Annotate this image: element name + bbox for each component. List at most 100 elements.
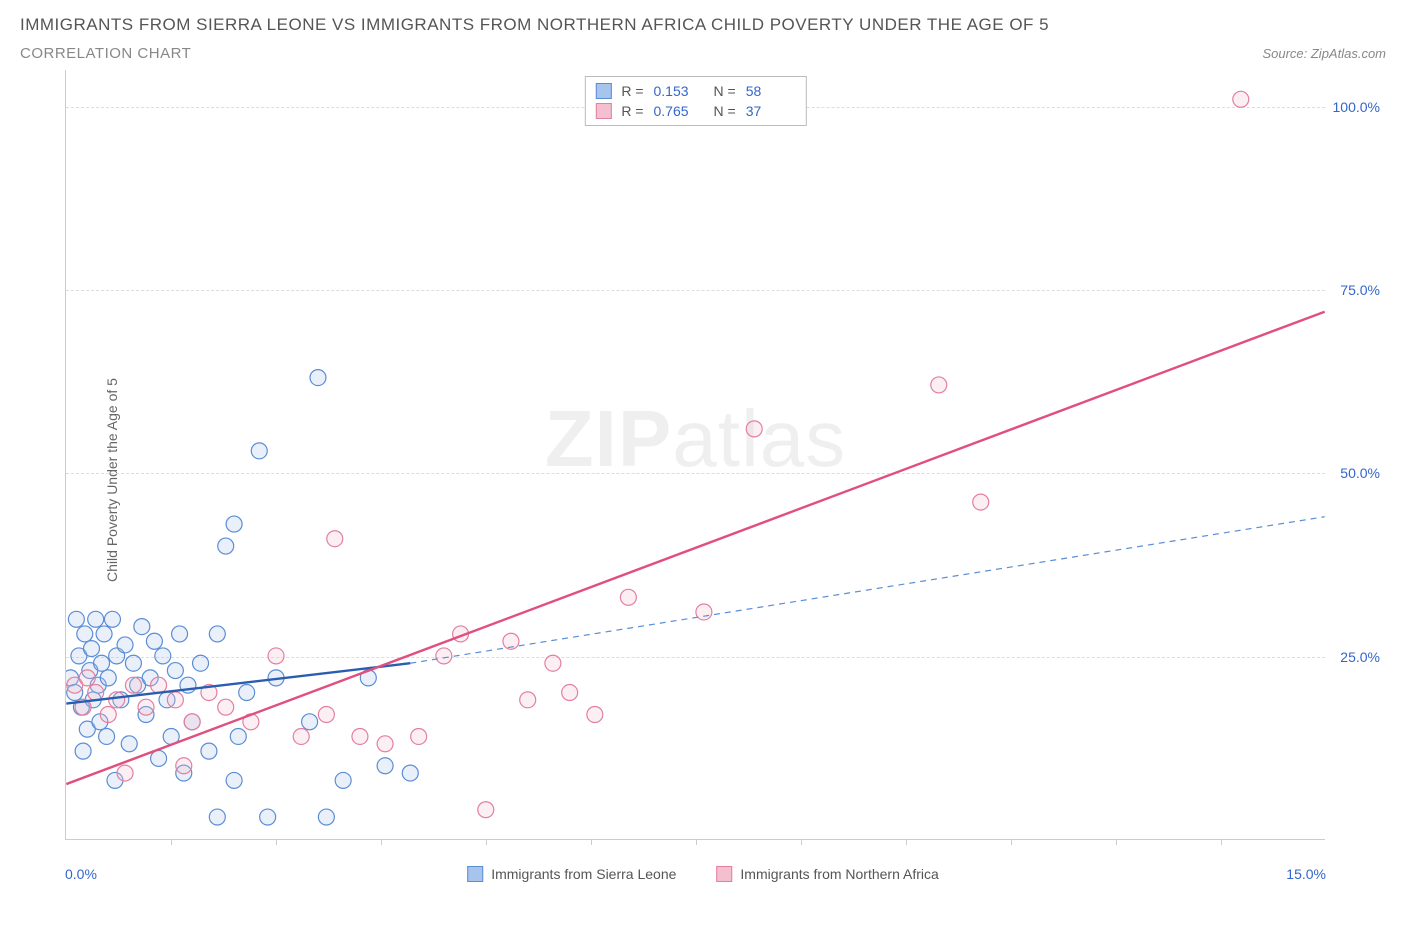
swatch-series-1 bbox=[467, 866, 483, 882]
data-point bbox=[121, 736, 137, 752]
data-point bbox=[117, 637, 133, 653]
data-point bbox=[88, 611, 104, 627]
data-point bbox=[176, 758, 192, 774]
data-point bbox=[68, 611, 84, 627]
data-point bbox=[99, 728, 115, 744]
data-point bbox=[79, 670, 95, 686]
data-point bbox=[167, 663, 183, 679]
data-point bbox=[352, 728, 368, 744]
source-attribution: Source: ZipAtlas.com bbox=[1262, 46, 1386, 61]
stat-r-value-2: 0.765 bbox=[654, 103, 704, 119]
stat-r-label: R = bbox=[621, 83, 643, 99]
data-point bbox=[146, 633, 162, 649]
data-point bbox=[167, 692, 183, 708]
data-point bbox=[302, 714, 318, 730]
trend-line bbox=[410, 517, 1324, 663]
data-point bbox=[377, 758, 393, 774]
y-tick-label: 25.0% bbox=[1340, 649, 1380, 665]
data-point bbox=[77, 626, 93, 642]
chart-container: Child Poverty Under the Age of 5 R = 0.1… bbox=[20, 70, 1386, 890]
x-tick bbox=[486, 839, 487, 845]
data-point bbox=[973, 494, 989, 510]
correlation-legend: R = 0.153 N = 58 R = 0.765 N = 37 bbox=[584, 76, 806, 126]
data-point bbox=[88, 685, 104, 701]
data-point bbox=[377, 736, 393, 752]
swatch-series-2 bbox=[716, 866, 732, 882]
legend-label-1: Immigrants from Sierra Leone bbox=[491, 866, 676, 882]
x-tick bbox=[1221, 839, 1222, 845]
data-point bbox=[100, 707, 116, 723]
data-point bbox=[327, 531, 343, 547]
x-tick bbox=[801, 839, 802, 845]
data-point bbox=[478, 802, 494, 818]
data-point bbox=[155, 648, 171, 664]
data-point bbox=[94, 655, 110, 671]
data-point bbox=[230, 728, 246, 744]
data-point bbox=[125, 677, 141, 693]
data-point bbox=[260, 809, 276, 825]
data-point bbox=[520, 692, 536, 708]
stat-n-value-2: 37 bbox=[746, 103, 796, 119]
swatch-series-2 bbox=[595, 103, 611, 119]
trend-line bbox=[66, 312, 1324, 784]
data-point bbox=[562, 685, 578, 701]
data-point bbox=[226, 516, 242, 532]
legend-row-series-2: R = 0.765 N = 37 bbox=[595, 101, 795, 121]
data-point bbox=[310, 370, 326, 386]
data-point bbox=[138, 699, 154, 715]
data-point bbox=[151, 750, 167, 766]
stat-n-label: N = bbox=[714, 103, 736, 119]
data-point bbox=[172, 626, 188, 642]
trend-line bbox=[66, 663, 410, 703]
data-point bbox=[151, 677, 167, 693]
legend-item-1: Immigrants from Sierra Leone bbox=[467, 866, 676, 882]
data-point bbox=[402, 765, 418, 781]
data-point bbox=[620, 589, 636, 605]
x-tick bbox=[696, 839, 697, 845]
data-point bbox=[201, 743, 217, 759]
data-point bbox=[100, 670, 116, 686]
x-tick bbox=[381, 839, 382, 845]
stat-n-value-1: 58 bbox=[746, 83, 796, 99]
data-point bbox=[251, 443, 267, 459]
data-point bbox=[436, 648, 452, 664]
data-point bbox=[268, 648, 284, 664]
x-tick bbox=[1011, 839, 1012, 845]
plot-area: R = 0.153 N = 58 R = 0.765 N = 37 ZIPatl… bbox=[65, 70, 1325, 840]
data-point bbox=[218, 538, 234, 554]
data-point bbox=[226, 772, 242, 788]
x-axis-max-label: 15.0% bbox=[1286, 866, 1326, 882]
data-point bbox=[1233, 91, 1249, 107]
data-point bbox=[109, 692, 125, 708]
x-tick bbox=[906, 839, 907, 845]
x-tick bbox=[171, 839, 172, 845]
data-point bbox=[83, 641, 99, 657]
data-point bbox=[134, 619, 150, 635]
data-point bbox=[125, 655, 141, 671]
data-point bbox=[318, 707, 334, 723]
data-point bbox=[218, 699, 234, 715]
data-point bbox=[96, 626, 112, 642]
data-point bbox=[193, 655, 209, 671]
chart-title: IMMIGRANTS FROM SIERRA LEONE VS IMMIGRAN… bbox=[20, 15, 1386, 35]
legend-label-2: Immigrants from Northern Africa bbox=[740, 866, 938, 882]
stat-r-label: R = bbox=[621, 103, 643, 119]
data-point bbox=[293, 728, 309, 744]
subtitle-row: CORRELATION CHART Source: ZipAtlas.com bbox=[20, 45, 1386, 62]
data-point bbox=[184, 714, 200, 730]
legend-item-2: Immigrants from Northern Africa bbox=[716, 866, 938, 882]
series-legend: Immigrants from Sierra Leone Immigrants … bbox=[467, 866, 939, 882]
data-point bbox=[209, 626, 225, 642]
data-point bbox=[318, 809, 334, 825]
data-point bbox=[209, 809, 225, 825]
y-tick-label: 75.0% bbox=[1340, 282, 1380, 298]
chart-subtitle: CORRELATION CHART bbox=[20, 45, 191, 62]
data-point bbox=[696, 604, 712, 620]
y-tick-label: 50.0% bbox=[1340, 465, 1380, 481]
data-point bbox=[117, 765, 133, 781]
data-point bbox=[75, 743, 91, 759]
stat-r-value-1: 0.153 bbox=[654, 83, 704, 99]
x-tick bbox=[276, 839, 277, 845]
data-point bbox=[587, 707, 603, 723]
x-axis-min-label: 0.0% bbox=[65, 866, 97, 882]
